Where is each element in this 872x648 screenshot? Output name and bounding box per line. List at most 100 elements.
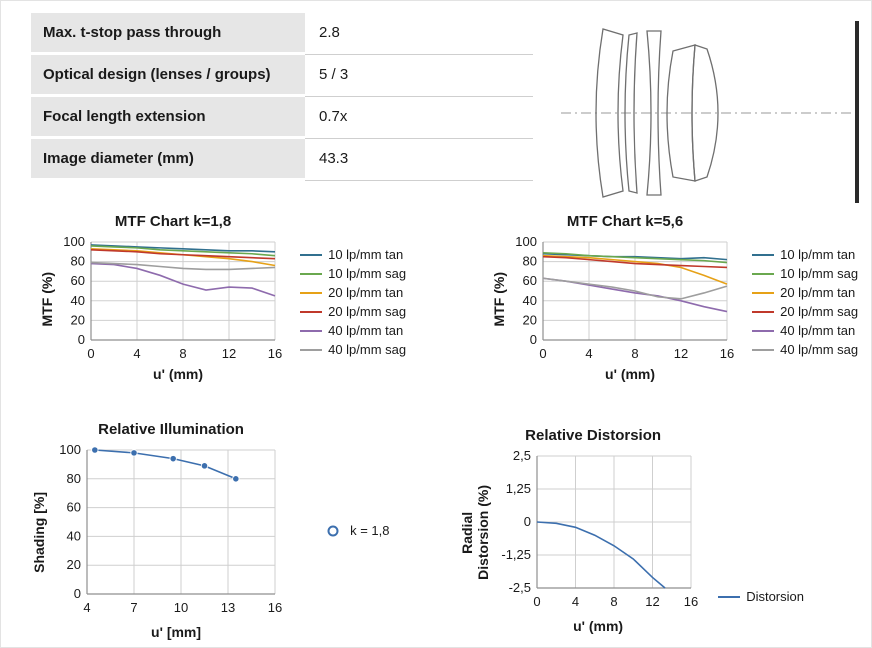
svg-text:-1,25: -1,25 <box>502 547 532 562</box>
relative-illumination-plot: 4 7 10 13 16 0 20 40 60 80 100 <box>59 442 282 615</box>
legend-circle-marker <box>327 525 339 536</box>
legend-line-swatch <box>752 310 775 313</box>
x-axis-label: u' (mm) <box>153 366 204 382</box>
lens-cross-section-diagram <box>561 21 859 203</box>
legend-label: 20 lp/mm sag <box>328 304 407 319</box>
legend-item: k = 1,8 <box>321 523 389 538</box>
legend-line-swatch <box>300 310 323 313</box>
legend-label: 10 lp/mm sag <box>328 266 407 281</box>
legend-label: 10 lp/mm sag <box>780 266 859 281</box>
legend-item: 10 lp/mm tan <box>751 247 858 262</box>
legend: 10 lp/mm tan 10 lp/mm sag 20 lp/mm tan 20 l… <box>751 213 858 382</box>
svg-text:12: 12 <box>645 594 659 609</box>
legend-line-swatch <box>300 348 323 351</box>
legend-label: 40 lp/mm tan <box>328 323 404 338</box>
x-axis-label: u' (mm) <box>573 618 624 634</box>
legend-line-swatch <box>752 272 775 275</box>
svg-text:80: 80 <box>523 254 537 269</box>
svg-text:16: 16 <box>268 600 282 615</box>
y-axis-label: Radial Distorsion (%) <box>459 484 492 580</box>
spec-row-value: 43.3 <box>305 139 533 181</box>
svg-text:0: 0 <box>539 346 546 361</box>
x-axis-label: u' [mm] <box>151 624 202 640</box>
svg-text:1,25: 1,25 <box>506 481 531 496</box>
legend-label: Distorsion <box>746 589 804 604</box>
svg-text:16: 16 <box>268 346 282 361</box>
y-axis-label: MTF (%) <box>491 271 507 327</box>
svg-text:10: 10 <box>174 600 188 615</box>
svg-text:40: 40 <box>71 293 85 308</box>
spec-table: Max. t-stop pass through 2.8 Optical des… <box>31 13 533 181</box>
legend-label: 10 lp/mm tan <box>780 247 856 262</box>
svg-text:60: 60 <box>523 273 537 288</box>
legend-item: 20 lp/mm sag <box>299 304 406 319</box>
svg-text:8: 8 <box>631 346 638 361</box>
svg-text:4: 4 <box>585 346 592 361</box>
legend-line-swatch <box>300 253 323 256</box>
chart-relative-illumination: Relative Illumination Shading [%] 4 7 10 13… <box>31 421 389 640</box>
spec-row-label: Optical design (lenses / groups) <box>31 55 305 97</box>
legend: k = 1,8 <box>321 421 389 640</box>
svg-text:20: 20 <box>67 557 81 572</box>
legend-line-swatch <box>752 348 775 351</box>
legend-item: 40 lp/mm sag <box>299 342 406 357</box>
spec-row-label: Image diameter (mm) <box>31 139 305 181</box>
svg-text:0: 0 <box>524 514 531 529</box>
relative-distorsion-plot: 0 4 8 12 16 -2,5 -1,25 0 1,25 2,5 <box>502 448 699 609</box>
svg-text:0: 0 <box>74 586 81 601</box>
legend-line-swatch <box>718 595 741 598</box>
y-axis-label: Shading [%] <box>31 491 47 573</box>
svg-text:100: 100 <box>63 234 85 249</box>
svg-text:2,5: 2,5 <box>513 448 531 463</box>
legend-label: 40 lp/mm tan <box>780 323 856 338</box>
chart-title: Relative Illumination <box>98 421 244 438</box>
legend-label: 40 lp/mm sag <box>780 342 859 357</box>
legend: Distorsion <box>717 427 804 634</box>
svg-text:13: 13 <box>221 600 235 615</box>
svg-text:80: 80 <box>67 471 81 486</box>
legend-item: Distorsion <box>717 589 804 604</box>
chart-title: MTF Chart k=1,8 <box>114 213 232 230</box>
legend-line-swatch <box>300 272 323 275</box>
spec-row-value: 2.8 <box>305 13 533 55</box>
chart-mtf-k5-6: MTF Chart k=5,6 MTF (%) 0 4 8 12 16 0 20 40 60 80… <box>491 213 858 382</box>
svg-text:-2,5: -2,5 <box>509 580 531 595</box>
legend-item: 20 lp/mm sag <box>751 304 858 319</box>
spec-row-label: Focal length extension <box>31 97 305 139</box>
legend-item: 10 lp/mm sag <box>751 266 858 281</box>
chart-mtf-k1-8: MTF Chart k=1,8 MTF (%) 0 4 8 12 16 0 20 40 60 80… <box>39 213 406 382</box>
svg-text:40: 40 <box>67 528 81 543</box>
legend-label: 40 lp/mm sag <box>328 342 407 357</box>
svg-text:40: 40 <box>523 293 537 308</box>
legend-item: 10 lp/mm sag <box>299 266 406 281</box>
svg-text:12: 12 <box>222 346 236 361</box>
legend-item: 20 lp/mm tan <box>751 285 858 300</box>
svg-text:100: 100 <box>59 442 81 457</box>
legend-line-swatch <box>752 253 775 256</box>
legend-line-swatch <box>300 291 323 294</box>
y-axis-label: MTF (%) <box>39 271 55 327</box>
legend-item: 10 lp/mm tan <box>299 247 406 262</box>
legend-label: 20 lp/mm sag <box>780 304 859 319</box>
legend: 10 lp/mm tan 10 lp/mm sag 20 lp/mm tan 20 l… <box>299 213 406 382</box>
legend-label: 10 lp/mm tan <box>328 247 404 262</box>
svg-text:4: 4 <box>133 346 140 361</box>
spec-row-label: Max. t-stop pass through <box>31 13 305 55</box>
svg-text:20: 20 <box>71 312 85 327</box>
legend-line-swatch <box>300 329 323 332</box>
svg-text:60: 60 <box>71 273 85 288</box>
svg-text:7: 7 <box>130 600 137 615</box>
lens-elements <box>595 28 719 198</box>
legend-item: 40 lp/mm sag <box>751 342 858 357</box>
svg-text:4: 4 <box>83 600 90 615</box>
chart-title: MTF Chart k=5,6 <box>566 213 684 230</box>
svg-text:100: 100 <box>515 234 537 249</box>
svg-text:0: 0 <box>78 332 85 347</box>
mtf-k5-6-plot: 0 4 8 12 16 0 20 40 60 80 100 <box>515 234 734 361</box>
chart-relative-distorsion: Relative Distorsion Radial Distorsion (%… <box>459 427 804 634</box>
legend-item: 20 lp/mm tan <box>299 285 406 300</box>
svg-text:16: 16 <box>720 346 734 361</box>
svg-text:0: 0 <box>87 346 94 361</box>
legend-item: 40 lp/mm tan <box>751 323 858 338</box>
